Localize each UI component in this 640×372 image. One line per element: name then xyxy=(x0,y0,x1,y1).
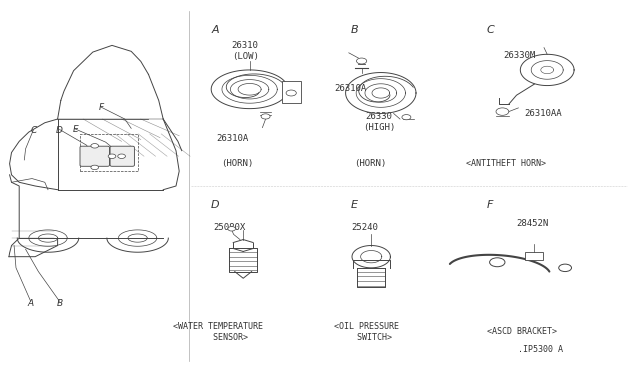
Circle shape xyxy=(91,144,99,148)
Text: <ASCD BRACKET>: <ASCD BRACKET> xyxy=(486,327,557,336)
Text: F: F xyxy=(99,103,104,112)
Circle shape xyxy=(559,264,572,272)
Text: 26330
(HIGH): 26330 (HIGH) xyxy=(363,112,395,132)
Text: D: D xyxy=(56,126,63,135)
Circle shape xyxy=(118,154,125,158)
Text: B: B xyxy=(351,25,358,35)
Circle shape xyxy=(286,90,296,96)
Text: E: E xyxy=(73,125,78,134)
FancyBboxPatch shape xyxy=(525,252,543,260)
FancyBboxPatch shape xyxy=(110,146,134,166)
Text: A: A xyxy=(211,25,219,35)
Text: .IP5300 A: .IP5300 A xyxy=(518,345,563,354)
Text: (HORN): (HORN) xyxy=(221,159,253,168)
Text: 26310A: 26310A xyxy=(216,134,248,143)
Text: 26310
(LOW): 26310 (LOW) xyxy=(232,41,259,61)
Text: 26330M: 26330M xyxy=(503,51,535,60)
Text: 26310AA: 26310AA xyxy=(525,109,563,118)
Text: 26310A: 26310A xyxy=(335,84,367,93)
Text: F: F xyxy=(486,200,493,209)
Text: D: D xyxy=(211,200,220,209)
FancyBboxPatch shape xyxy=(80,146,109,166)
FancyBboxPatch shape xyxy=(282,81,301,103)
Text: <WATER TEMPERATURE
     SENSOR>: <WATER TEMPERATURE SENSOR> xyxy=(173,322,262,342)
Circle shape xyxy=(261,114,270,119)
Text: 28452N: 28452N xyxy=(516,219,548,228)
Circle shape xyxy=(228,227,236,231)
Circle shape xyxy=(91,165,99,170)
Circle shape xyxy=(356,58,367,64)
Circle shape xyxy=(108,154,116,158)
Text: C: C xyxy=(486,25,494,35)
Text: <OIL PRESSURE
   SWITCH>: <OIL PRESSURE SWITCH> xyxy=(334,322,399,342)
Circle shape xyxy=(490,258,505,267)
Text: 25240: 25240 xyxy=(351,223,378,232)
Text: (HORN): (HORN) xyxy=(354,159,386,168)
Text: 25080X: 25080X xyxy=(213,223,245,232)
Text: C: C xyxy=(30,126,36,135)
Text: E: E xyxy=(351,200,358,209)
Text: <ANTITHEFT HORN>: <ANTITHEFT HORN> xyxy=(466,159,545,168)
Text: A: A xyxy=(28,299,34,308)
Circle shape xyxy=(496,108,509,115)
Text: B: B xyxy=(56,299,63,308)
Circle shape xyxy=(402,115,411,120)
